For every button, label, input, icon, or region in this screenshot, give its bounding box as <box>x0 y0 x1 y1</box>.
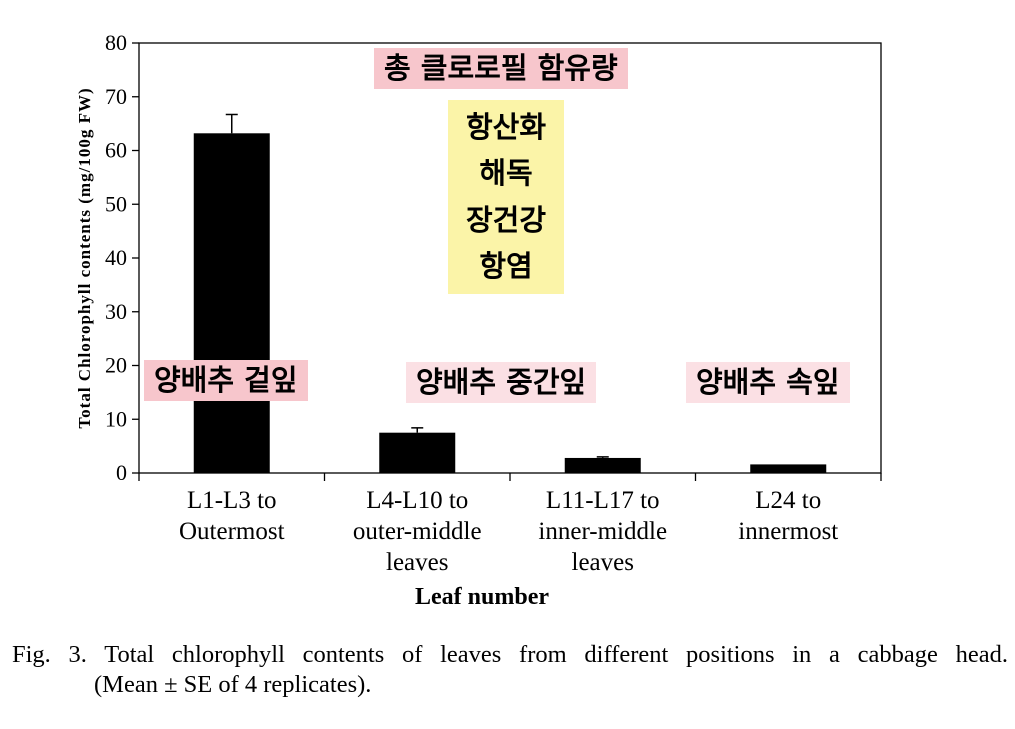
annotation-health-line: 해독 <box>479 156 533 191</box>
annotation-total-chlorophyll: 총 클로로필 함유량 <box>374 48 628 89</box>
annotation-health-line: 항산화 <box>465 109 547 144</box>
x-category-label: leaves <box>572 549 634 576</box>
y-tick-label: 0 <box>116 460 127 485</box>
x-category-label: L24 to <box>755 487 821 514</box>
chlorophyll-bar-chart: 0 10 20 30 40 50 60 70 80 L1-L3 to Outermost L4-L1… <box>75 30 882 610</box>
y-tick-label: 50 <box>105 191 127 216</box>
annotation-inner-leaf: 양배추 속잎 <box>686 362 850 403</box>
y-tick-label: 80 <box>105 30 127 55</box>
x-category-label: innermost <box>738 518 838 545</box>
caption-line-2: (Mean ± SE of 4 replicates). <box>94 671 372 698</box>
bars <box>193 133 827 474</box>
bar <box>564 457 641 473</box>
y-axis-ticks: 0 10 20 30 40 50 60 70 80 <box>105 30 139 485</box>
x-category-label: leaves <box>386 549 448 576</box>
x-category-label: L4-L10 to <box>366 487 468 514</box>
x-category-label: L1-L3 to <box>187 487 277 514</box>
annotation-health-line: 항염 <box>479 249 533 284</box>
x-axis-ticks <box>138 473 882 481</box>
caption-line-1: Fig. 3. Total chlorophyll contents of le… <box>12 641 1008 668</box>
plot-frame <box>138 42 882 474</box>
y-tick-label: 60 <box>105 138 127 163</box>
x-category-label: L11-L17 to <box>546 487 660 514</box>
y-tick-label: 10 <box>105 406 127 431</box>
y-tick-label: 30 <box>105 299 127 324</box>
error-bars <box>225 113 609 458</box>
bar <box>750 464 827 473</box>
annotation-health-benefits: 항산화 해독 장건강 항염 <box>448 100 564 294</box>
x-category-label: inner-middle <box>538 518 667 545</box>
bar <box>379 432 456 473</box>
bar <box>193 133 270 474</box>
y-axis-label: Total Chlorophyll contents (mg/100g FW) <box>75 87 94 428</box>
x-category-label: Outermost <box>179 518 285 545</box>
x-category-labels: L1-L3 to Outermost L4-L10 to outer-middle le… <box>179 487 838 576</box>
annotation-middle-leaf: 양배추 중간잎 <box>406 362 597 403</box>
y-tick-label: 70 <box>105 84 127 109</box>
y-tick-label: 40 <box>105 245 127 270</box>
annotation-outer-leaf: 양배추 겉잎 <box>144 360 308 401</box>
annotation-health-line: 장건강 <box>465 202 547 237</box>
x-category-label: outer-middle <box>353 518 482 545</box>
figure-caption: Fig. 3. Total chlorophyll contents of le… <box>12 640 1008 700</box>
y-tick-label: 20 <box>105 353 127 378</box>
x-axis-label: Leaf number <box>415 584 549 610</box>
